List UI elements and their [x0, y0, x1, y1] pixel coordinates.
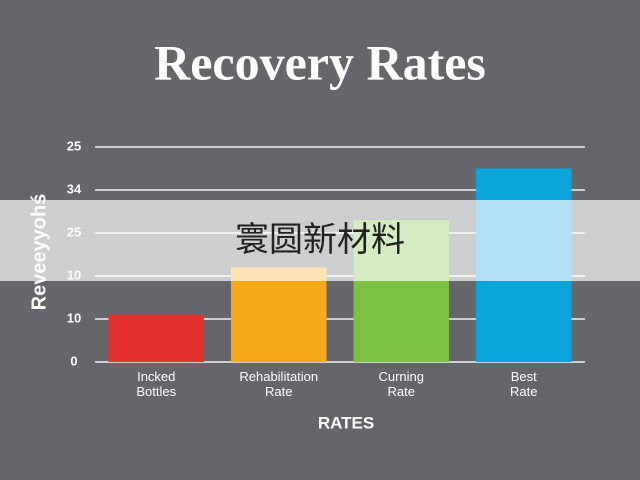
- y-tick-label: 25: [67, 138, 81, 153]
- x-tick-label: Rehabilitation Rate: [239, 369, 319, 399]
- x-tick-label: Curning Rate: [378, 369, 425, 399]
- y-tick-label: 10: [67, 310, 81, 325]
- watermark-band: [0, 200, 640, 281]
- y-tick-label: 34: [67, 181, 82, 196]
- bar: [108, 314, 205, 362]
- bar: [230, 267, 327, 362]
- x-tick-label: Incked Bottles: [136, 369, 177, 399]
- chart-title: Recovery Rates: [154, 34, 486, 90]
- x-tick-label: Best Rate: [510, 369, 538, 399]
- watermark: 寰圆新材料: [235, 220, 405, 260]
- y-tick-label: 0: [70, 353, 77, 368]
- x-axis-label: RATES: [318, 413, 374, 432]
